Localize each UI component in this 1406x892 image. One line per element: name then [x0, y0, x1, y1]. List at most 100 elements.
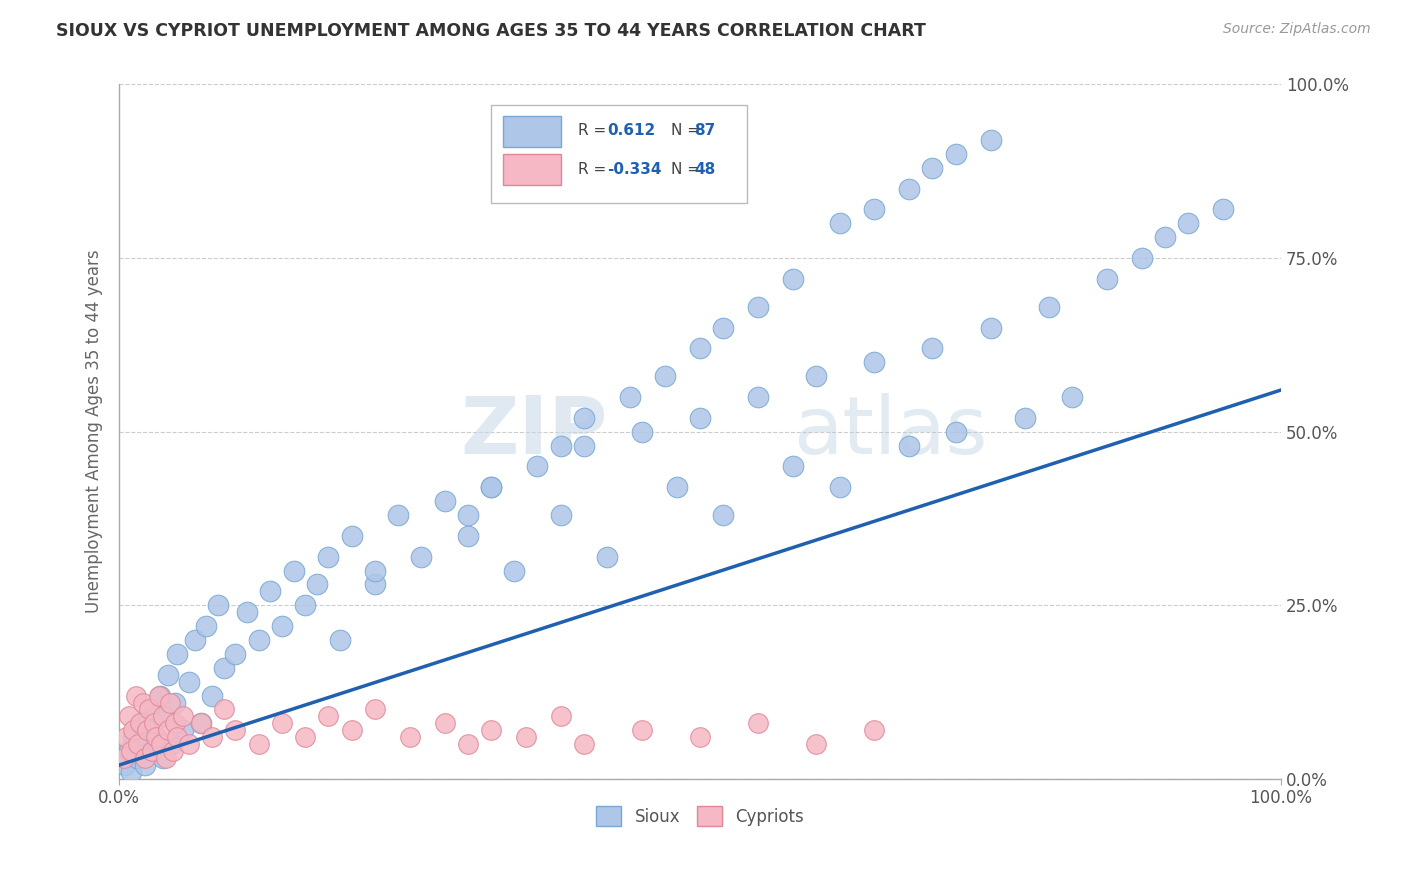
Point [152, 709, 174, 723]
Point [526, 459, 548, 474]
Point [294, 599, 316, 613]
Point [457, 508, 479, 522]
Point [145, 731, 167, 745]
Point [271, 619, 294, 633]
Point [596, 549, 619, 564]
Point [114, 758, 136, 772]
Text: -0.334: -0.334 [607, 161, 662, 177]
Point [150, 737, 173, 751]
Point [172, 709, 194, 723]
Point [1177, 216, 1199, 230]
Point [129, 737, 152, 751]
Point [433, 716, 456, 731]
Point [166, 731, 188, 745]
Text: ZIP: ZIP [460, 392, 607, 471]
Point [479, 480, 502, 494]
Text: 87: 87 [695, 123, 716, 138]
Point [711, 508, 734, 522]
FancyBboxPatch shape [491, 105, 747, 202]
Point [112, 751, 135, 765]
Point [149, 689, 172, 703]
Point [433, 494, 456, 508]
Point [236, 605, 259, 619]
Point [184, 633, 207, 648]
Text: 0.612: 0.612 [607, 123, 655, 138]
Point [129, 716, 152, 731]
Point [212, 661, 235, 675]
Point [863, 202, 886, 217]
Point [747, 300, 769, 314]
Point [247, 633, 270, 648]
Point [550, 709, 572, 723]
Point [120, 744, 142, 758]
Point [294, 731, 316, 745]
Point [479, 480, 502, 494]
Point [159, 696, 181, 710]
Legend: Sioux, Cypriots: Sioux, Cypriots [589, 799, 811, 833]
Point [665, 480, 688, 494]
Point [329, 633, 352, 648]
Point [711, 320, 734, 334]
Point [515, 731, 537, 745]
Point [318, 709, 340, 723]
Point [572, 439, 595, 453]
Text: Source: ZipAtlas.com: Source: ZipAtlas.com [1223, 22, 1371, 37]
Point [247, 737, 270, 751]
Point [654, 369, 676, 384]
Point [921, 342, 943, 356]
Point [134, 758, 156, 772]
Point [172, 723, 194, 738]
Point [921, 161, 943, 175]
Point [136, 723, 159, 738]
Point [898, 439, 921, 453]
Point [157, 667, 180, 681]
Bar [502, 116, 561, 147]
Point [155, 709, 177, 723]
Point [207, 599, 229, 613]
Point [305, 577, 328, 591]
Point [177, 737, 200, 751]
Point [689, 342, 711, 356]
Point [224, 723, 246, 738]
Point [145, 731, 167, 745]
Point [689, 731, 711, 745]
Point [631, 723, 654, 738]
Point [212, 702, 235, 716]
Text: atlas: atlas [793, 392, 987, 471]
Point [806, 369, 828, 384]
Text: R =: R = [578, 161, 612, 177]
Point [572, 737, 595, 751]
Point [398, 731, 420, 745]
Point [340, 723, 363, 738]
Point [163, 696, 186, 710]
Point [162, 744, 184, 758]
Point [155, 751, 177, 765]
Point [166, 647, 188, 661]
Point [283, 564, 305, 578]
Point [782, 459, 804, 474]
Point [619, 390, 641, 404]
Point [318, 549, 340, 564]
Point [143, 716, 166, 731]
Point [1060, 390, 1083, 404]
Point [190, 716, 212, 731]
Text: R =: R = [578, 123, 612, 138]
Point [143, 702, 166, 716]
Text: 48: 48 [695, 161, 716, 177]
Point [503, 564, 526, 578]
Point [138, 702, 160, 716]
Point [271, 716, 294, 731]
Point [828, 480, 851, 494]
Point [387, 508, 409, 522]
Point [631, 425, 654, 439]
Text: SIOUX VS CYPRIOT UNEMPLOYMENT AMONG AGES 35 TO 44 YEARS CORRELATION CHART: SIOUX VS CYPRIOT UNEMPLOYMENT AMONG AGES… [56, 22, 927, 40]
Point [863, 723, 886, 738]
Point [141, 744, 163, 758]
Point [457, 737, 479, 751]
Point [1212, 202, 1234, 217]
Point [201, 689, 224, 703]
Point [782, 272, 804, 286]
Point [457, 529, 479, 543]
Point [157, 723, 180, 738]
Y-axis label: Unemployment Among Ages 35 to 44 years: Unemployment Among Ages 35 to 44 years [86, 250, 103, 614]
